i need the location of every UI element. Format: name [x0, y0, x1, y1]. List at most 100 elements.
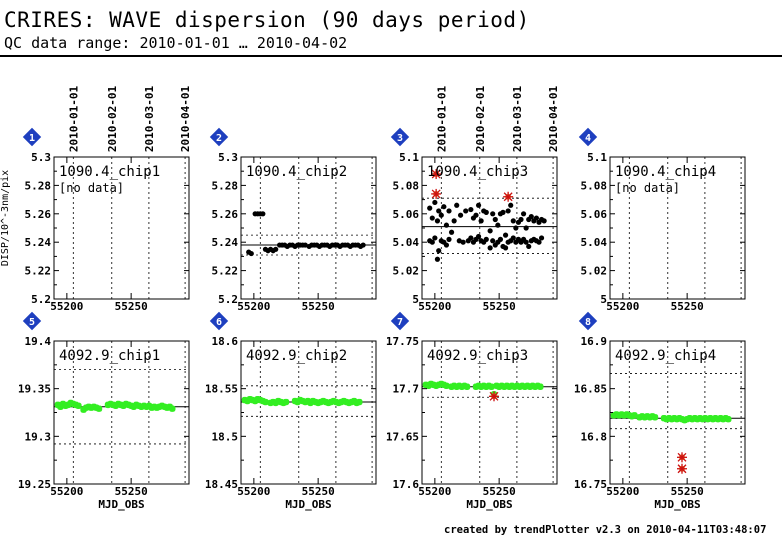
y-tick-label: 17.75	[386, 335, 419, 348]
x-tick-label: 55250	[115, 300, 148, 313]
footer-credit: created by trendPlotter v2.3 on 2010-04-…	[444, 524, 767, 536]
x-tick-label: 55200	[237, 300, 270, 313]
data-point	[537, 383, 544, 390]
data-point	[523, 225, 529, 231]
data-point	[510, 218, 516, 224]
data-point	[360, 242, 366, 248]
data-point	[473, 212, 479, 218]
data-point	[487, 245, 493, 251]
data-point	[429, 239, 435, 245]
x-axis-label: MJD_OBS	[98, 498, 144, 511]
data-point	[520, 211, 527, 217]
data-point	[434, 218, 441, 224]
data-point	[538, 235, 545, 241]
data-point	[443, 382, 450, 390]
y-tick-label: 5.22	[25, 265, 52, 278]
panel-index-badge	[22, 311, 42, 331]
x-tick-label: 55200	[50, 485, 83, 498]
y-tick-label: 16.9	[581, 335, 608, 348]
panel-index-badge	[22, 127, 42, 147]
data-point	[436, 208, 442, 214]
data-point	[441, 204, 447, 210]
panel-index-number: 7	[397, 317, 403, 328]
date-tick-label: 2010-03-01	[143, 86, 156, 153]
date-tick-label: 2010-04-01	[179, 86, 192, 153]
y-tick-label: 19.3	[25, 430, 52, 443]
y-tick-label: 16.85	[574, 383, 607, 396]
data-point	[651, 414, 659, 421]
y-tick-label: 19.25	[18, 478, 51, 491]
panel-index-badge	[578, 127, 598, 147]
panel-index-badge	[390, 311, 410, 331]
data-point	[497, 236, 504, 242]
y-tick-label: 5.22	[212, 265, 239, 278]
y-axis-label: DISP/10^-3nm/pix	[0, 170, 11, 266]
y-tick-label: 5.3	[31, 151, 51, 164]
data-point	[475, 233, 482, 240]
data-point	[533, 215, 540, 221]
data-point	[490, 238, 496, 244]
panel-index-badge	[578, 311, 598, 331]
panel-index-number: 4	[585, 133, 591, 144]
panel-label: 1090.4_chip3	[427, 164, 528, 180]
x-tick-label: 55250	[483, 485, 516, 498]
data-point	[528, 214, 534, 220]
y-tick-label: 19.35	[18, 383, 51, 396]
data-point	[468, 235, 474, 241]
y-tick-label: 5.24	[212, 236, 239, 249]
data-point	[463, 383, 471, 390]
data-point	[463, 208, 469, 214]
x-axis-label: MJD_OBS	[654, 498, 700, 511]
data-point	[457, 212, 464, 218]
panel-label: 4092.9_chip4	[615, 348, 716, 364]
data-point	[248, 250, 254, 257]
panel-note: [no data]	[615, 181, 680, 195]
date-tick-label: 2010-02-01	[106, 86, 119, 153]
data-point	[262, 398, 269, 406]
panel-index-badge	[390, 127, 410, 147]
data-point	[436, 248, 442, 254]
panel-index-number: 3	[397, 133, 403, 144]
y-tick-label: 5.2	[31, 293, 51, 306]
data-point	[500, 209, 506, 215]
y-tick-label: 5.2	[218, 293, 238, 306]
data-point	[443, 242, 450, 248]
y-tick-label: 17.65	[386, 430, 419, 443]
data-point	[448, 229, 455, 235]
x-axis-label: MJD_OBS	[466, 498, 512, 511]
y-tick-label: 16.8	[581, 430, 608, 443]
data-point	[508, 202, 514, 208]
data-point	[513, 225, 519, 231]
data-point	[495, 222, 501, 228]
data-point	[541, 218, 547, 224]
y-tick-label: 5.08	[581, 179, 608, 192]
y-tick-label: 16.75	[574, 478, 607, 491]
y-tick-label: 5.04	[581, 236, 608, 249]
panel-label: 1090.4_chip1	[59, 164, 160, 180]
data-point	[523, 239, 529, 245]
x-tick-label: 55200	[50, 300, 83, 313]
data-point	[169, 405, 176, 412]
data-point	[438, 212, 444, 218]
panel-index-number: 8	[585, 317, 591, 328]
y-tick-label: 5	[412, 293, 419, 306]
panel-label: 1090.4_chip2	[246, 164, 347, 180]
y-tick-label: 5.1	[587, 151, 607, 164]
data-point	[432, 199, 438, 206]
data-point	[95, 405, 103, 412]
y-tick-label: 18.45	[205, 478, 238, 491]
data-point	[427, 205, 433, 211]
panel-index-number: 2	[216, 133, 222, 144]
data-point	[502, 232, 509, 238]
data-point	[468, 206, 474, 213]
y-tick-label: 18.55	[205, 383, 238, 396]
x-axis-label: MJD_OBS	[285, 498, 331, 511]
page-subtitle: QC data range: 2010-01-01 … 2010-04-02	[4, 34, 348, 52]
data-point	[518, 216, 524, 223]
data-point	[505, 208, 511, 214]
x-tick-label: 55250	[302, 485, 335, 498]
data-point	[75, 402, 82, 410]
x-tick-label: 55200	[606, 300, 639, 313]
x-tick-label: 55250	[483, 300, 516, 313]
